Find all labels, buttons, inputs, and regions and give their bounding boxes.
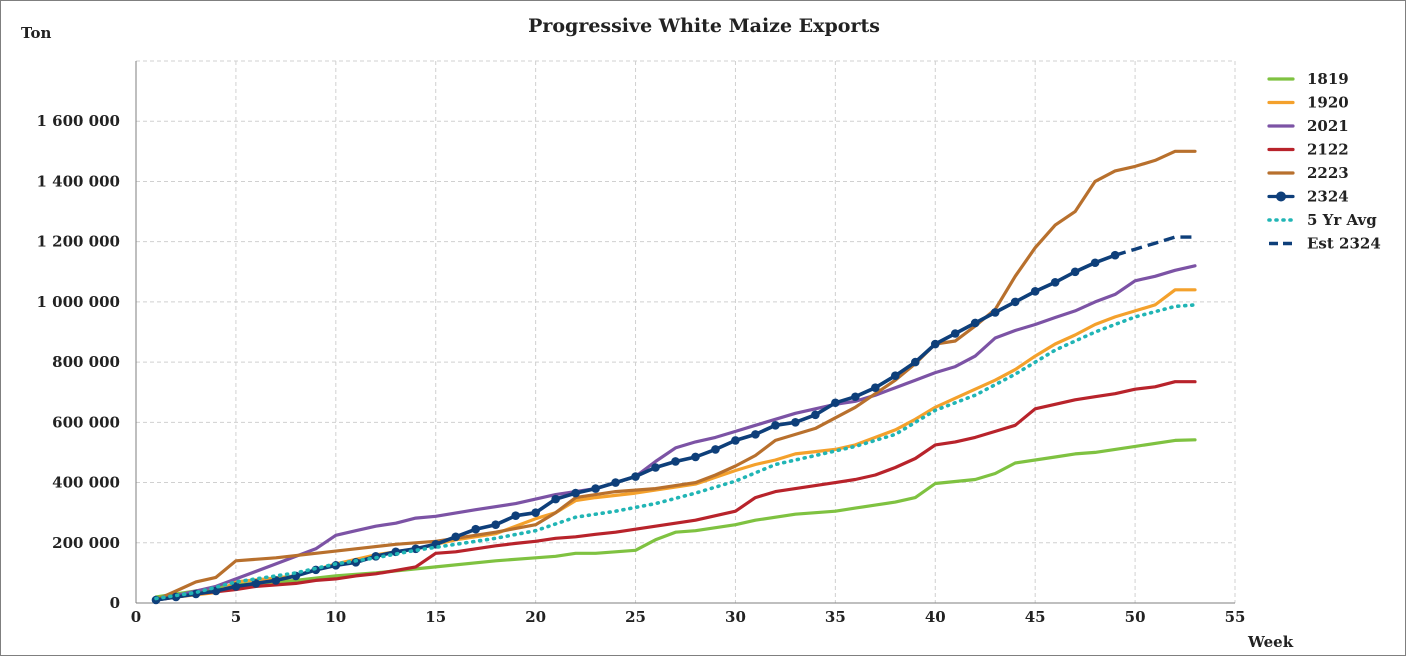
legend-label: 1819 xyxy=(1307,70,1349,88)
x-tick-label: 0 xyxy=(131,608,141,626)
legend-label: Est 2324 xyxy=(1307,235,1381,253)
legend-label: 5 Yr Avg xyxy=(1307,211,1377,229)
legend-entry-1920: 1920 xyxy=(1267,94,1349,112)
x-tick-label: 40 xyxy=(925,608,946,626)
data-point-2324 xyxy=(851,392,860,402)
series-5-yr-avg xyxy=(154,303,1197,601)
data-point-2324 xyxy=(731,436,740,445)
legend-entry-2223: 2223 xyxy=(1267,164,1349,182)
data-point-2324 xyxy=(990,308,1000,317)
x-tick-label: 50 xyxy=(1125,608,1146,626)
x-tick-label: 35 xyxy=(825,608,846,626)
data-point-2324 xyxy=(831,398,840,408)
data-point-2324 xyxy=(471,524,480,534)
data-point-2324 xyxy=(930,339,940,349)
data-point-2324 xyxy=(611,478,620,487)
x-tick-label: 20 xyxy=(525,608,546,626)
legend-entry-1819: 1819 xyxy=(1267,70,1349,88)
y-tick-label: 200 000 xyxy=(52,534,120,552)
chart-title: Progressive White Maize Exports xyxy=(528,15,880,37)
data-point-2324 xyxy=(751,430,760,439)
x-tick-label: 55 xyxy=(1225,608,1246,626)
data-point-2324 xyxy=(891,371,900,380)
legend-label: 1920 xyxy=(1307,94,1349,112)
x-tick-label: 5 xyxy=(231,608,241,626)
data-point-2324 xyxy=(531,508,540,517)
series-layer xyxy=(151,149,1197,605)
x-tick-label: 30 xyxy=(725,608,746,626)
series-line-5-yr-avg xyxy=(154,303,1197,601)
x-tick-label: 45 xyxy=(1025,608,1046,626)
series-2223 xyxy=(154,149,1197,602)
series-line-2021 xyxy=(154,264,1197,602)
x-tick-label: 15 xyxy=(425,608,446,626)
legend-label: 2122 xyxy=(1307,141,1349,159)
legend-entry-2122: 2122 xyxy=(1267,141,1349,159)
legend-entry-2021: 2021 xyxy=(1267,117,1349,135)
data-point-2324 xyxy=(1090,258,1100,268)
data-point-2324 xyxy=(970,318,980,328)
legend-marker xyxy=(1276,191,1286,202)
series-2122 xyxy=(154,380,1197,602)
data-point-2324 xyxy=(251,579,261,588)
legend: 1819 1920 2021 2122 2223 2324 5 Yr Avg Est 2324 xyxy=(1267,70,1381,253)
x-tick-label: 25 xyxy=(625,608,646,626)
data-point-2324 xyxy=(651,463,660,472)
x-tick-label: 10 xyxy=(325,608,346,626)
data-point-2324 xyxy=(691,452,700,462)
legend-entry-est-2324: Est 2324 xyxy=(1269,235,1381,253)
data-point-2324 xyxy=(571,488,580,498)
data-point-2324 xyxy=(1070,267,1080,277)
data-point-2324 xyxy=(231,582,241,591)
data-point-2324 xyxy=(631,472,640,481)
x-axis-title: Week xyxy=(1247,633,1294,651)
data-point-2324 xyxy=(1050,278,1060,287)
y-tick-label: 1 600 000 xyxy=(36,112,120,130)
data-point-2324 xyxy=(1030,287,1040,296)
data-point-2324 xyxy=(950,329,960,338)
data-point-2324 xyxy=(271,576,281,585)
legend-label: 2223 xyxy=(1307,164,1349,182)
axis-layer: 0 5 10 15 20 25 30 35 40 45 50 55 0 200 000 400 000 600… xyxy=(36,61,1245,626)
series-line-2122 xyxy=(154,380,1197,602)
series-line-2223 xyxy=(154,149,1197,602)
data-point-2324 xyxy=(711,445,720,454)
y-tick-label: 1 000 000 xyxy=(36,293,120,311)
legend-label: 2324 xyxy=(1307,188,1349,206)
data-point-2324 xyxy=(491,520,500,530)
y-tick-label: 400 000 xyxy=(52,474,120,492)
y-tick-label: 1 200 000 xyxy=(36,233,120,251)
data-point-2324 xyxy=(511,511,520,520)
y-axis-title: Ton xyxy=(21,24,51,42)
data-point-2324 xyxy=(211,586,221,596)
series-2021 xyxy=(154,264,1197,602)
data-point-2324 xyxy=(910,357,920,367)
data-point-2324 xyxy=(771,421,780,430)
data-point-2324 xyxy=(811,410,820,420)
data-point-2324 xyxy=(451,532,461,542)
y-tick-label: 600 000 xyxy=(52,413,120,431)
data-point-2324 xyxy=(871,383,880,393)
series-line-est-2324 xyxy=(1114,235,1195,257)
data-point-2324 xyxy=(791,418,800,427)
data-point-2324 xyxy=(1010,297,1020,307)
data-point-2324 xyxy=(591,484,600,493)
series-est-2324 xyxy=(1114,235,1195,257)
data-point-2324 xyxy=(551,494,560,504)
legend-label: 2021 xyxy=(1307,117,1349,135)
y-tick-label: 1 400 000 xyxy=(36,172,120,190)
y-tick-label: 800 000 xyxy=(52,353,120,371)
data-point-2324 xyxy=(671,457,680,466)
legend-entry-2324: 2324 xyxy=(1267,188,1349,206)
legend-entry-5-yr-avg: 5 Yr Avg xyxy=(1267,211,1377,229)
y-tick-label: 0 xyxy=(110,594,120,612)
